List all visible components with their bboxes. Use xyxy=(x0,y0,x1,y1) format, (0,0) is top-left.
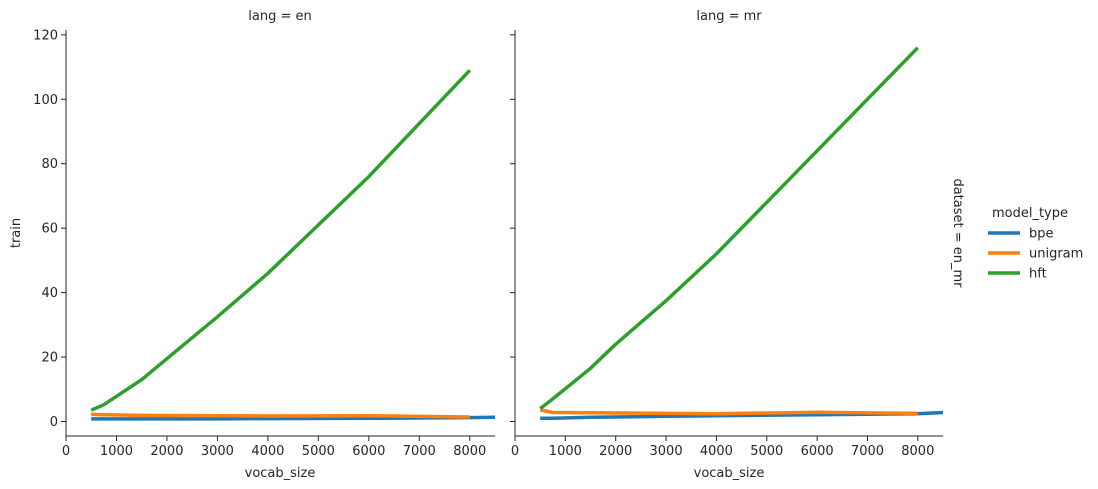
y-axis-ticks: 0 20 40 60 80 100 120 xyxy=(33,28,66,430)
x-tick-label: 6000 xyxy=(352,444,385,459)
y-tick-label: 100 xyxy=(33,93,58,108)
x-tick-label: 0 xyxy=(511,444,519,459)
y-axis-ticks xyxy=(510,34,515,422)
legend-title: model_type xyxy=(992,206,1068,221)
x-tick-label: 3000 xyxy=(650,444,683,459)
x-tick-label: 5000 xyxy=(302,444,335,459)
series-line-hft xyxy=(539,46,920,410)
x-axis-label: vocab_size xyxy=(694,466,765,481)
x-axis-label: vocab_size xyxy=(245,466,316,481)
facet-row-label: dataset = en_mr xyxy=(950,178,965,288)
series-line-unigram xyxy=(91,412,470,419)
x-tick-label: 5000 xyxy=(750,444,783,459)
x-tick-label: 7000 xyxy=(851,444,884,459)
legend-label-hft: hft xyxy=(1029,267,1047,282)
x-tick-label: 4000 xyxy=(700,444,733,459)
x-tick-label: 8000 xyxy=(453,444,486,459)
x-tick-label: 3000 xyxy=(201,444,234,459)
panel-lang-mr: lang = mr 0 1000 2000 3000 4000 5000 6000 7000 8… xyxy=(510,9,944,481)
legend-label-bpe: bpe xyxy=(1029,227,1054,242)
x-tick-label: 4000 xyxy=(251,444,284,459)
y-tick-label: 0 xyxy=(50,415,58,430)
x-tick-label: 1000 xyxy=(549,444,582,459)
y-axis-label: train xyxy=(9,218,24,248)
x-tick-label: 1000 xyxy=(100,444,133,459)
y-tick-label: 80 xyxy=(41,157,58,172)
x-axis-ticks: 0 1000 2000 3000 4000 5000 6000 7000 8000 xyxy=(511,436,934,459)
legend: model_type bpe unigram hft xyxy=(988,206,1083,282)
x-tick-label: 0 xyxy=(62,444,70,459)
y-tick-label: 120 xyxy=(33,28,58,43)
x-tick-label: 7000 xyxy=(403,444,436,459)
y-tick-label: 20 xyxy=(41,351,58,366)
series-line-hft xyxy=(90,69,472,412)
panel-title-en: lang = en xyxy=(248,9,311,24)
y-tick-label: 60 xyxy=(41,222,58,237)
x-tick-label: 6000 xyxy=(801,444,834,459)
series-line-unigram xyxy=(539,408,918,416)
panel-title-mr: lang = mr xyxy=(696,9,762,24)
x-tick-label: 2000 xyxy=(150,444,183,459)
x-tick-label: 8000 xyxy=(901,444,934,459)
x-axis-ticks: 0 1000 2000 3000 4000 5000 6000 7000 8000 xyxy=(62,436,486,459)
series-lines xyxy=(539,46,944,421)
panel-lang-en: lang = en 0 20 40 60 80 100 120 0 1000 2000 3000 4… xyxy=(9,9,496,481)
y-tick-label: 40 xyxy=(41,286,58,301)
series-lines xyxy=(90,69,496,421)
x-tick-label: 2000 xyxy=(599,444,632,459)
legend-label-unigram: unigram xyxy=(1029,247,1083,262)
